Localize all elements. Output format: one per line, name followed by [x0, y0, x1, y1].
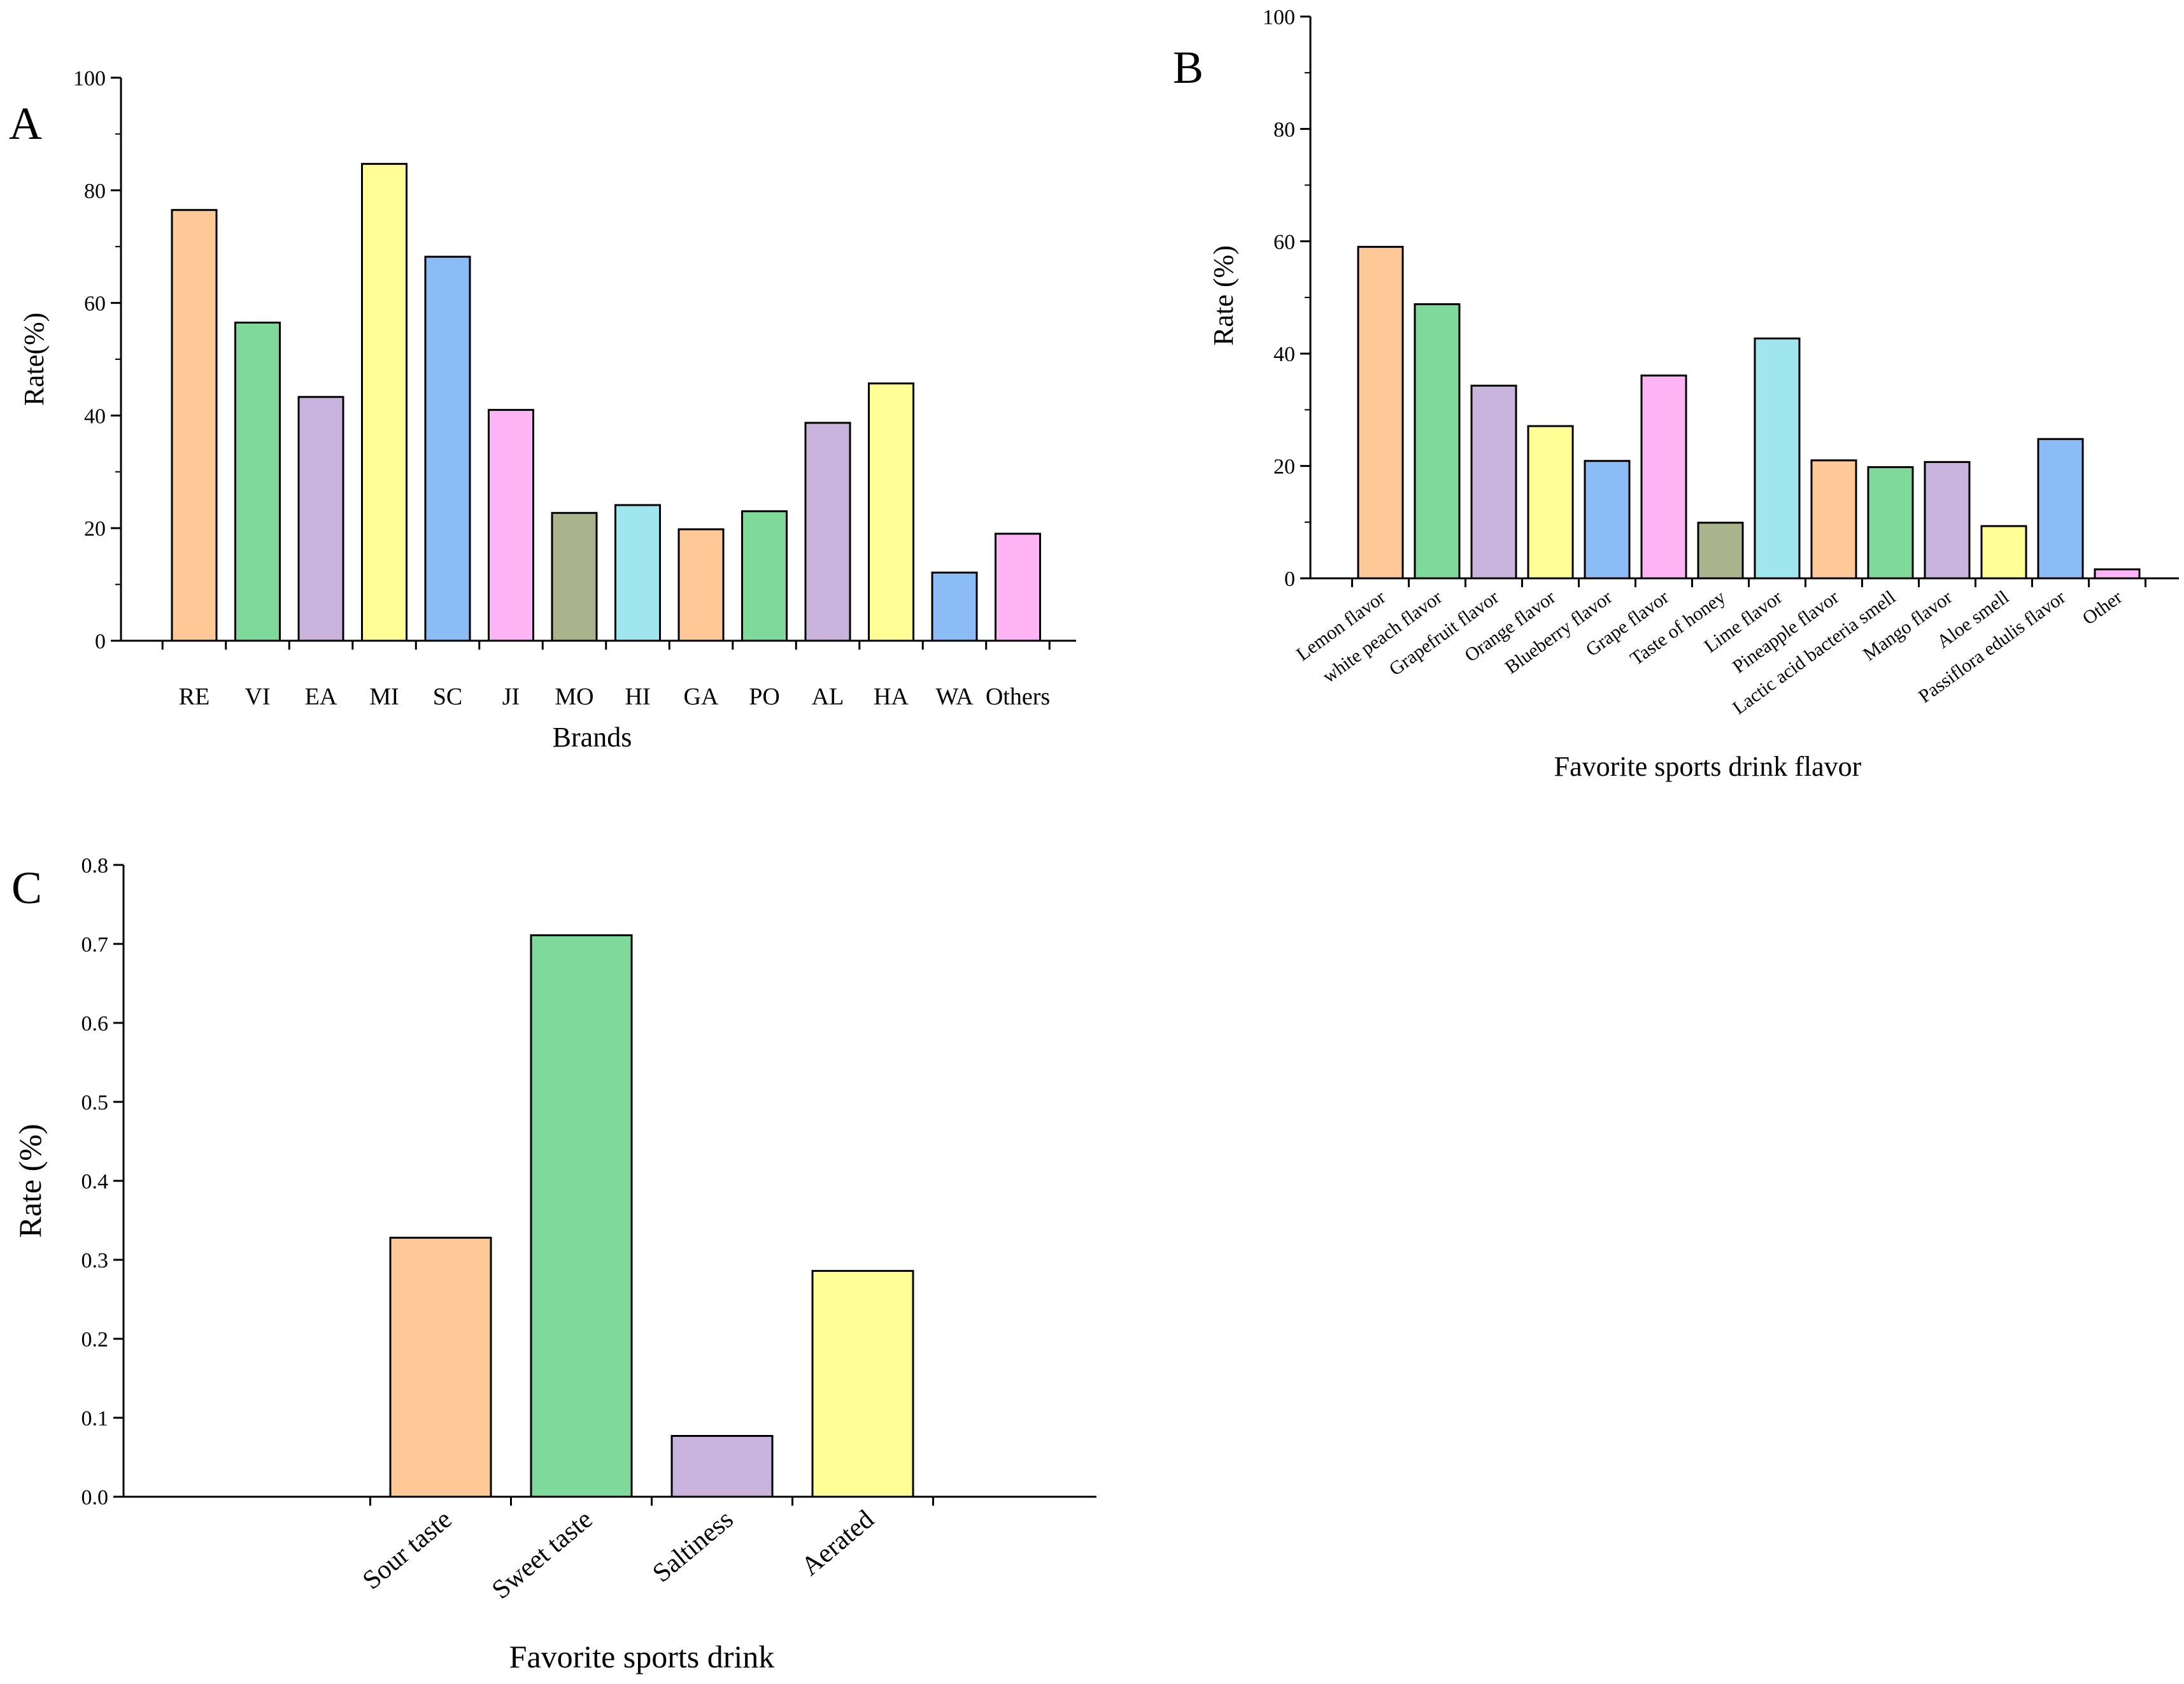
bar-b-11: [1924, 460, 1971, 580]
bar-b-5: [1584, 460, 1631, 580]
panel-label-a: A: [9, 98, 42, 149]
bar-b-12: [1980, 525, 2027, 580]
bar-a-4: [361, 162, 408, 642]
x-tick-label-a-13: WA: [935, 683, 974, 710]
bar-a-1: [171, 209, 218, 642]
bar-b-7: [1697, 522, 1744, 580]
y-tick-label-c-2: 0.2: [82, 1328, 109, 1352]
y-axis-title-a: Rate(%): [18, 313, 50, 406]
y-tick-label-b-2: 40: [1273, 343, 1295, 366]
bar-b-14: [2094, 568, 2141, 580]
y-tick-label-b-5: 100: [1263, 6, 1295, 29]
bar-a-11: [804, 422, 851, 642]
y-tick-label-c-8: 0.8: [82, 854, 109, 878]
bar-b-8: [1754, 337, 1801, 580]
bar-a-13: [931, 571, 978, 642]
y-tick-label-b-3: 60: [1273, 231, 1295, 254]
bar-a-12: [868, 382, 914, 642]
bar-a-7: [551, 511, 598, 642]
bar-b-1: [1357, 246, 1404, 580]
bar-b-9: [1810, 459, 1857, 580]
bar-a-6: [488, 409, 534, 642]
x-tick-label-a-3: EA: [305, 683, 337, 710]
bar-b-2: [1414, 303, 1461, 580]
x-tick-label-a-12: HA: [874, 683, 909, 710]
bar-b-13: [2037, 438, 2084, 580]
x-tick-label-a-4: MI: [369, 683, 399, 710]
y-tick-label-c-1: 0.1: [82, 1407, 109, 1431]
bar-a-9: [677, 528, 725, 642]
x-tick-label-a-9: GA: [684, 683, 719, 710]
x-tick-label-a-6: JI: [502, 683, 520, 710]
bar-b-10: [1867, 466, 1914, 580]
y-tick-label-a-1: 20: [84, 517, 106, 541]
x-tick-label-a-11: AL: [812, 683, 844, 710]
bar-c-1: [389, 1236, 492, 1498]
y-tick-label-c-5: 0.5: [82, 1091, 109, 1115]
y-tick-label-c-4: 0.4: [82, 1170, 109, 1194]
y-tick-label-a-5: 100: [73, 67, 106, 90]
x-tick-label-a-7: MO: [555, 683, 593, 710]
y-axis-title-b: Rate (%): [1208, 245, 1239, 346]
bar-a-8: [614, 504, 661, 642]
bar-a-5: [424, 255, 471, 642]
x-axis-title-a: Brands: [553, 722, 632, 753]
y-tick-label-b-4: 80: [1273, 118, 1295, 141]
bar-c-3: [670, 1435, 774, 1498]
y-tick-label-c-0: 0.0: [82, 1486, 109, 1509]
y-tick-label-a-3: 60: [84, 292, 106, 316]
bar-c-4: [811, 1269, 914, 1498]
y-axis-title-c: Rate (%): [12, 1124, 48, 1238]
bar-a-14: [995, 532, 1041, 642]
chart-panel-a: A 0 20 40 60 80 100 RE VI EA MI SC JI MO HI GA PO AL HA WA…: [9, 67, 1076, 753]
y-tick-label-c-6: 0.6: [82, 1012, 109, 1036]
x-tick-label-a-8: HI: [625, 683, 650, 710]
bar-a-10: [741, 510, 788, 642]
y-tick-label-c-3: 0.3: [82, 1249, 109, 1273]
x-tick-label-a-1: RE: [179, 683, 210, 710]
x-axis-title-c: Favorite sports drink: [509, 1639, 775, 1674]
y-tick-label-b-0: 0: [1284, 567, 1295, 591]
y-tick-label-b-1: 20: [1273, 455, 1295, 479]
x-axis-title-b: Favorite sports drink flavor: [1554, 751, 1862, 782]
plot-area-a: 0 20 40 60 80 100 RE VI EA MI SC JI MO HI GA PO AL HA WA Ot…: [18, 67, 1076, 753]
bar-b-6: [1640, 375, 1687, 580]
bar-c-2: [530, 934, 633, 1498]
x-tick-label-a-2: VI: [245, 683, 270, 710]
x-tick-label-a-10: PO: [749, 683, 780, 710]
y-tick-label-a-4: 80: [84, 180, 106, 203]
bar-b-4: [1527, 425, 1574, 580]
bar-a-2: [234, 322, 281, 642]
bar-b-3: [1470, 385, 1517, 580]
x-tick-label-a-14: Others: [986, 683, 1050, 710]
y-tick-label-a-2: 40: [84, 404, 106, 428]
panel-label-c: C: [11, 862, 42, 913]
panel-label-b: B: [1173, 42, 1203, 93]
x-tick-label-a-5: SC: [433, 683, 462, 710]
y-tick-label-a-0: 0: [95, 630, 106, 653]
bar-a-3: [297, 396, 344, 642]
y-tick-label-c-7: 0.7: [82, 933, 109, 957]
